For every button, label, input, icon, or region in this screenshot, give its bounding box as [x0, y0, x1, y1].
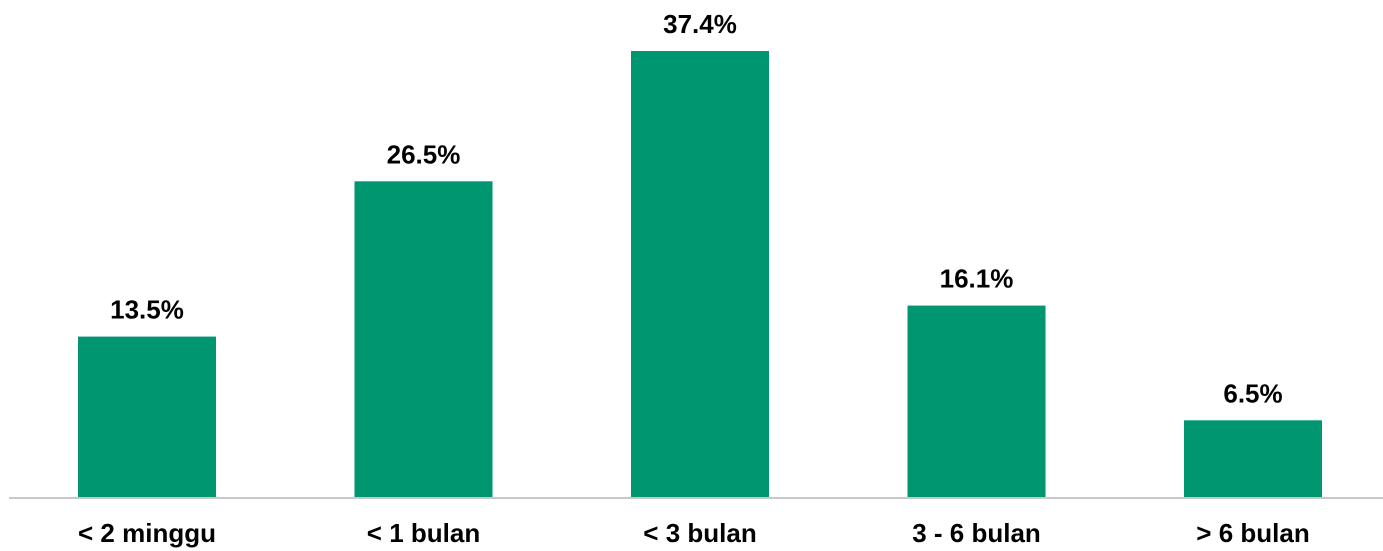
bar-value-label-2: 37.4%: [663, 9, 737, 39]
bar-2: [631, 51, 769, 498]
bars-group: [78, 51, 1322, 499]
bar-1: [354, 181, 493, 499]
bar-value-label-3: 16.1%: [940, 264, 1014, 294]
bar-3: [907, 305, 1046, 498]
category-label-1: < 1 bulan: [367, 518, 480, 548]
bar-0: [78, 336, 216, 498]
bar-4: [1184, 420, 1322, 498]
bar-value-label-4: 6.5%: [1223, 378, 1282, 408]
category-label-2: < 3 bulan: [643, 518, 756, 548]
category-label-4: > 6 bulan: [1196, 518, 1309, 548]
bar-value-label-1: 26.5%: [387, 139, 461, 169]
category-label-0: < 2 minggu: [78, 518, 216, 548]
value-labels-group: 13.5% 26.5% 37.4% 16.1% 6.5%: [110, 9, 1283, 408]
bar-value-label-0: 13.5%: [110, 295, 184, 325]
category-label-3: 3 - 6 bulan: [912, 518, 1041, 548]
category-labels-group: < 2 minggu < 1 bulan < 3 bulan 3 - 6 bulan >…: [78, 518, 1310, 548]
